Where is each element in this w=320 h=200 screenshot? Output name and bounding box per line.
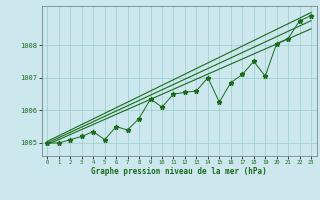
X-axis label: Graphe pression niveau de la mer (hPa): Graphe pression niveau de la mer (hPa): [91, 167, 267, 176]
